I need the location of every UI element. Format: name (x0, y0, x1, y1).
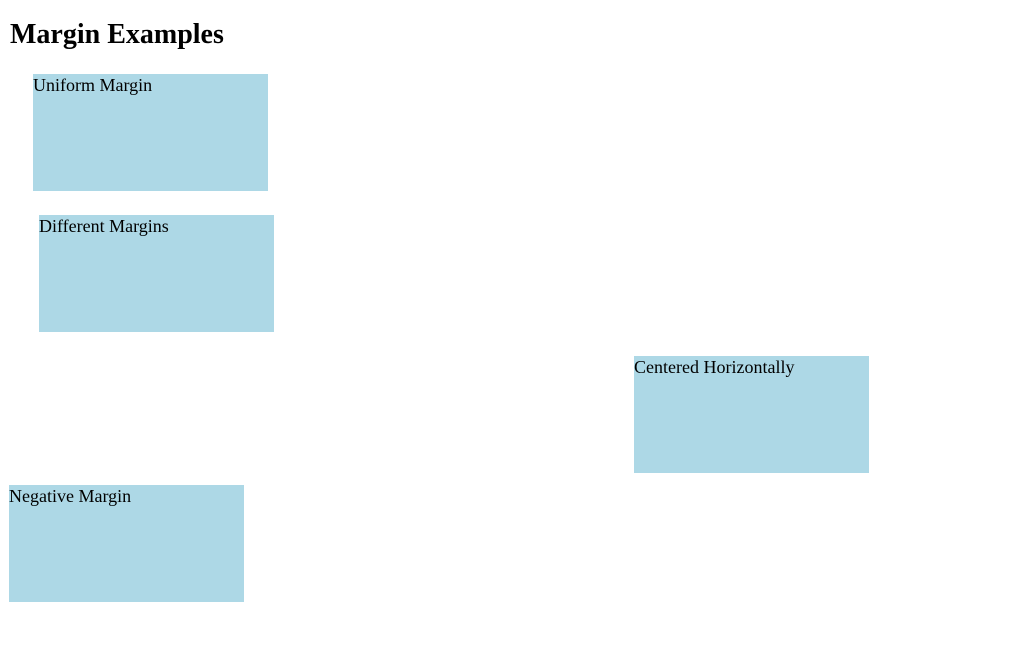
margin-box: Different Margins (39, 215, 274, 332)
margin-box: Negative Margin (9, 485, 244, 602)
margin-box: Centered Horizontally (634, 356, 869, 473)
margin-box: Uniform Margin (33, 74, 268, 191)
page-title: Margin Examples (10, 19, 224, 50)
